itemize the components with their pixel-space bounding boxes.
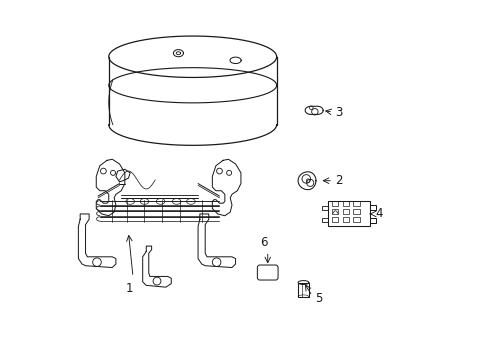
Bar — [369, 217, 375, 223]
Bar — [331, 209, 338, 214]
Bar — [331, 217, 338, 222]
Bar — [342, 217, 348, 222]
Bar — [322, 218, 328, 222]
Bar — [331, 202, 338, 206]
Bar — [369, 205, 375, 210]
Bar — [322, 206, 328, 210]
Bar — [353, 202, 359, 206]
Bar — [353, 217, 359, 222]
Text: 2: 2 — [335, 174, 343, 187]
Bar — [328, 201, 369, 226]
Text: 6: 6 — [260, 235, 267, 249]
Bar — [342, 202, 348, 206]
Bar — [353, 209, 359, 214]
Text: 4: 4 — [375, 207, 382, 220]
Text: 5: 5 — [314, 292, 322, 305]
Text: 3: 3 — [335, 105, 342, 119]
Bar — [298, 283, 308, 297]
Bar — [342, 209, 348, 214]
Text: 1: 1 — [125, 282, 133, 295]
